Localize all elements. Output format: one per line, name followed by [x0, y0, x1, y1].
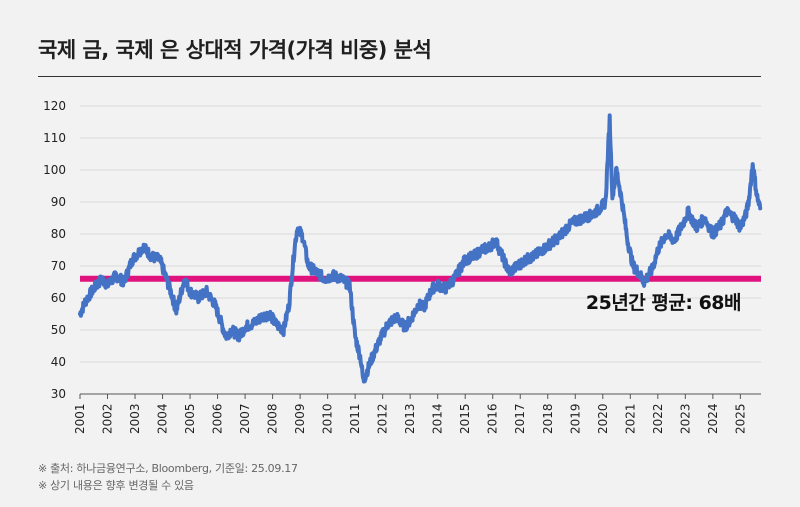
y-tick-label: 30 — [51, 387, 66, 401]
y-tick-label: 50 — [51, 323, 66, 337]
y-tick-label: 70 — [51, 259, 66, 273]
x-tick-label: 2011 — [348, 403, 362, 434]
x-tick-label: 2005 — [183, 403, 197, 434]
x-tick-label: 2007 — [238, 403, 252, 434]
x-tick-label: 2012 — [376, 403, 390, 434]
x-tick-label: 2016 — [486, 403, 500, 434]
footnotes: ※ 출처: 하나금융연구소, Bloomberg, 기준일: 25.09.17 … — [38, 460, 298, 494]
x-tick-label: 2002 — [101, 403, 115, 434]
x-tick-label: 2010 — [321, 403, 335, 434]
x-tick-label: 2018 — [541, 403, 555, 434]
x-tick-label: 2014 — [431, 403, 445, 434]
y-tick-label: 60 — [51, 291, 66, 305]
x-tick-label: 2015 — [458, 403, 472, 434]
x-tick-label: 2019 — [568, 403, 582, 434]
average-label: 25년간 평균: 68배 — [586, 292, 741, 314]
gridlines — [80, 105, 761, 395]
x-tick-label: 2013 — [403, 403, 417, 434]
chart-title: 국제 금, 국제 은 상대적 가격(가격 비중) 분석 — [38, 38, 432, 62]
x-tick-label: 2023 — [678, 403, 692, 434]
x-axis: 2001 2002 2003 2004 2005 2006 2007 2008 2009 2010… — [73, 393, 761, 434]
x-tick-label: 2021 — [623, 403, 637, 434]
x-tick-label: 2006 — [211, 403, 225, 434]
footnote-source: ※ 출처: 하나금융연구소, Bloomberg, 기준일: 25.09.17 — [38, 462, 298, 475]
x-tick-label: 2004 — [156, 403, 170, 434]
x-tick-label: 2025 — [733, 403, 747, 434]
x-tick-label: 2003 — [128, 403, 142, 434]
footnote-disclaimer: ※ 상기 내용은 향후 변경될 수 있음 — [38, 479, 194, 492]
x-tick-label: 2020 — [596, 403, 610, 434]
y-tick-label: 80 — [51, 227, 66, 241]
ratio-series-line — [78, 113, 763, 384]
y-tick-label: 90 — [51, 195, 66, 209]
y-tick-label: 100 — [43, 163, 66, 177]
x-tick-label: 2024 — [706, 403, 720, 434]
x-tick-label: 2017 — [513, 403, 527, 434]
y-tick-label: 40 — [51, 355, 66, 369]
x-tick-label: 2022 — [651, 403, 665, 434]
x-tick-label: 2001 — [73, 403, 87, 434]
title-divider — [38, 76, 761, 77]
x-tick-label: 2008 — [266, 403, 280, 434]
y-tick-label: 120 — [43, 99, 66, 113]
y-axis: 30 40 50 60 70 80 90 100 110 120 — [43, 99, 66, 401]
y-tick-label: 110 — [43, 131, 66, 145]
x-tick-label: 2009 — [293, 403, 307, 434]
